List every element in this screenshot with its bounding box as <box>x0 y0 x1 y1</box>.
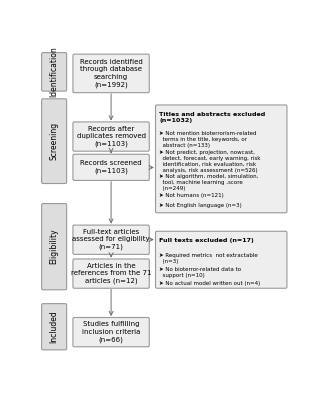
FancyBboxPatch shape <box>73 154 149 180</box>
Text: Records screened
(n=1103): Records screened (n=1103) <box>80 160 142 174</box>
Text: ➤ Not English language (n=3): ➤ Not English language (n=3) <box>159 203 242 208</box>
Text: ➤ Not mention bioterrorism-related
  terms in the title, keywords, or
  abstract: ➤ Not mention bioterrorism-related terms… <box>159 131 257 148</box>
Text: Screening: Screening <box>50 122 59 160</box>
Text: ➤ Not humans (n=121): ➤ Not humans (n=121) <box>159 193 224 198</box>
FancyBboxPatch shape <box>42 304 67 350</box>
Text: Records identified
through database
searching
(n=1992): Records identified through database sear… <box>80 59 142 88</box>
Text: Records after
duplicates removed
(n=1103): Records after duplicates removed (n=1103… <box>77 126 146 147</box>
Text: ➤ Required metrics  not extractable
  (n=3): ➤ Required metrics not extractable (n=3) <box>159 253 258 264</box>
Text: Identification: Identification <box>50 46 59 97</box>
FancyBboxPatch shape <box>73 318 149 347</box>
FancyBboxPatch shape <box>73 54 149 93</box>
FancyBboxPatch shape <box>156 231 287 288</box>
Text: Articles in the
references from the 71
articles (n=12): Articles in the references from the 71 a… <box>71 263 151 284</box>
Text: ➤ No bioterror-related data to
  support (n=10): ➤ No bioterror-related data to support (… <box>159 267 241 278</box>
Text: Full-text articles
assessed for eligibility
(n=71): Full-text articles assessed for eligibil… <box>72 229 150 250</box>
Text: Titles and abstracts excluded
(n=1032): Titles and abstracts excluded (n=1032) <box>159 112 266 123</box>
FancyBboxPatch shape <box>73 225 149 254</box>
FancyBboxPatch shape <box>73 122 149 151</box>
Text: Studies fulfilling
inclusion criteria
(n=66): Studies fulfilling inclusion criteria (n… <box>82 321 140 343</box>
FancyBboxPatch shape <box>42 53 67 91</box>
Text: Full texts excluded (n=17): Full texts excluded (n=17) <box>159 238 254 243</box>
Text: ➤ Not algorithm, model, simulation,
  tool, machine learning ,score
  (n=249): ➤ Not algorithm, model, simulation, tool… <box>159 174 259 191</box>
Text: ➤ Not predict, projection, nowcast,
  detect, forecast, early warning, risk
  id: ➤ Not predict, projection, nowcast, dete… <box>159 150 261 173</box>
FancyBboxPatch shape <box>156 105 287 213</box>
FancyBboxPatch shape <box>42 99 67 184</box>
FancyBboxPatch shape <box>73 259 149 288</box>
Text: Included: Included <box>50 310 59 343</box>
Text: Eligibility: Eligibility <box>50 229 59 264</box>
FancyBboxPatch shape <box>42 204 67 290</box>
Text: ➤ No actual model written out (n=4): ➤ No actual model written out (n=4) <box>159 282 261 286</box>
